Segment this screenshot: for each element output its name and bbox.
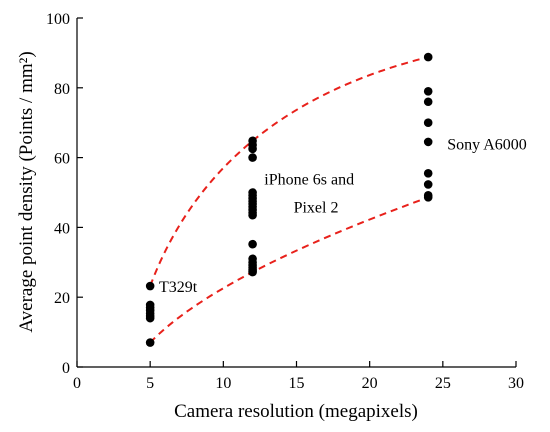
- axes: [76, 18, 516, 368]
- y-tick-label: 20: [54, 290, 70, 307]
- y-axis-title: Average point density (Points / mm²): [16, 51, 37, 332]
- data-point: [423, 193, 433, 202]
- data-point: [423, 86, 433, 96]
- data-point: [423, 180, 433, 189]
- x-tick-label: 15: [289, 375, 305, 392]
- annotation-label: T329t: [159, 279, 198, 296]
- y-ticks: 0 20 40 60 80 100: [46, 11, 83, 377]
- x-tick-label: 30: [508, 375, 524, 392]
- x-tick-label: 5: [146, 375, 154, 392]
- data-point: [423, 137, 433, 147]
- y-tick-label: 80: [54, 81, 70, 98]
- data-point: [145, 281, 155, 291]
- annotations: T329t iPhone 6s and Pixel 2 Sony A6000: [159, 137, 527, 296]
- x-axis-title: Camera resolution (megapixels): [174, 401, 418, 422]
- envelope-curve-lower: [149, 196, 429, 344]
- data-point: [248, 144, 257, 154]
- annotation-label: Sony A6000: [447, 137, 527, 154]
- data-point: [248, 210, 257, 220]
- x-tick-label: 10: [215, 375, 231, 392]
- y-tick-label: 40: [54, 220, 70, 237]
- annotation-label: Pixel 2: [294, 199, 339, 216]
- x-ticks: 0 5 10 15 20 25 30: [73, 361, 524, 392]
- data-point: [145, 313, 155, 323]
- y-tick-label: 0: [62, 360, 70, 377]
- data-point: [145, 338, 155, 347]
- x-tick-label: 0: [73, 375, 81, 392]
- data-point: [423, 52, 433, 62]
- data-point: [248, 239, 257, 249]
- data-point: [248, 267, 257, 277]
- y-tick-label: 60: [54, 151, 70, 168]
- annotation-label: iPhone 6s and: [264, 172, 354, 189]
- data-points: [145, 52, 433, 347]
- x-tick-label: 20: [362, 375, 378, 392]
- data-point: [423, 169, 433, 178]
- y-tick-label: 100: [46, 11, 70, 28]
- data-point: [423, 97, 433, 107]
- envelopes: [149, 56, 429, 344]
- envelope-curve-upper: [149, 56, 429, 287]
- x-tick-label: 25: [435, 375, 451, 392]
- data-point: [248, 153, 257, 162]
- data-point: [423, 118, 433, 127]
